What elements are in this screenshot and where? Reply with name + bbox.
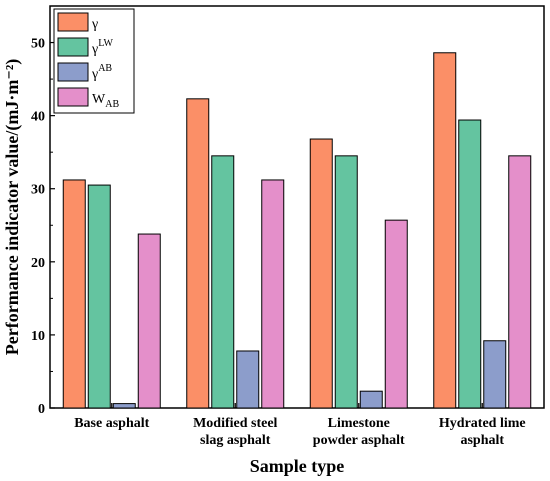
legend-label: WAB bbox=[92, 92, 119, 110]
bar bbox=[384, 219, 408, 409]
bar bbox=[87, 184, 111, 409]
bar bbox=[62, 179, 86, 409]
y-axis: 0 10 20 30 40 50 bbox=[31, 37, 55, 417]
legend: γ γLW γAB WAB bbox=[53, 8, 135, 114]
y-tick-label: 30 bbox=[31, 183, 45, 198]
legend-swatch bbox=[57, 62, 89, 82]
x-tick-label: Base asphalt bbox=[74, 416, 149, 431]
legend-label: γ bbox=[91, 17, 98, 32]
legend-label: γAB bbox=[91, 63, 112, 82]
bar bbox=[334, 155, 358, 409]
legend-swatch bbox=[57, 37, 89, 57]
plot-frame bbox=[49, 5, 545, 409]
bar bbox=[433, 52, 457, 409]
bar bbox=[508, 155, 532, 409]
y-tick-label: 10 bbox=[31, 329, 45, 344]
bar bbox=[483, 340, 507, 409]
bar bbox=[309, 138, 333, 409]
y-tick-label: 0 bbox=[38, 402, 45, 417]
bar bbox=[359, 390, 383, 409]
bar bbox=[112, 403, 136, 409]
x-axis-title: Sample type bbox=[250, 456, 345, 476]
x-tick-label: Limestone powder asphalt bbox=[313, 416, 405, 448]
x-tick-label: Hydrated lime asphalt bbox=[439, 416, 526, 448]
y-tick-label: 20 bbox=[31, 256, 45, 271]
y-tick-label: 50 bbox=[31, 37, 45, 52]
bar bbox=[211, 155, 235, 409]
legend-swatch bbox=[57, 12, 89, 32]
bars-group bbox=[62, 52, 532, 409]
bar bbox=[186, 98, 210, 409]
legend-swatch bbox=[57, 87, 89, 107]
bar bbox=[261, 179, 285, 409]
y-axis-title: Performance indicator value/(mJ·m⁻²) bbox=[2, 59, 23, 356]
bar bbox=[458, 119, 482, 409]
legend-label: γLW bbox=[91, 38, 114, 57]
bar bbox=[137, 233, 161, 409]
bar bbox=[236, 350, 260, 409]
x-axis: Base asphalt Modified steel slag asphalt Li… bbox=[74, 403, 526, 448]
x-tick-label: Modified steel slag asphalt bbox=[193, 416, 277, 448]
y-tick-label: 40 bbox=[31, 110, 45, 125]
